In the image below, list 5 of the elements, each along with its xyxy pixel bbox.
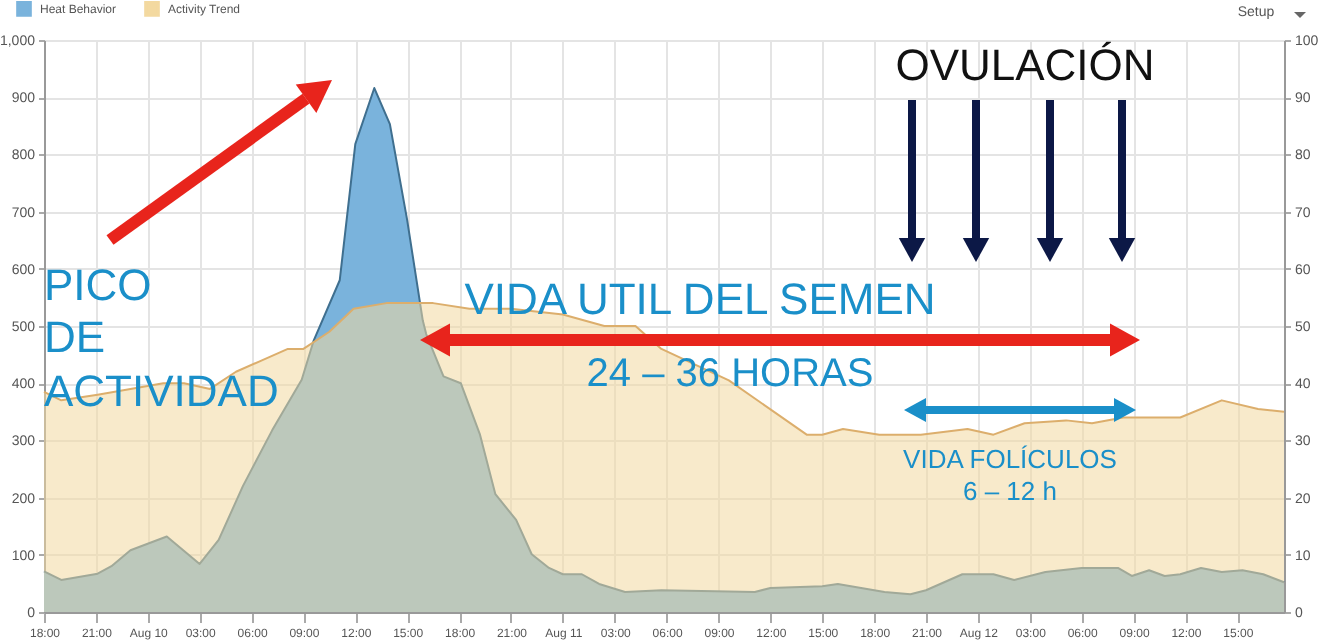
annotation: OVULACIÓN [893,40,1157,93]
annotation: 6 – 12 h [961,476,1059,508]
annotation: 24 – 36 HORAS [584,350,876,398]
annotation: PICO DE ACTIVIDAD [44,260,279,419]
annotation: VIDA FOLÍCULOS [901,444,1119,476]
